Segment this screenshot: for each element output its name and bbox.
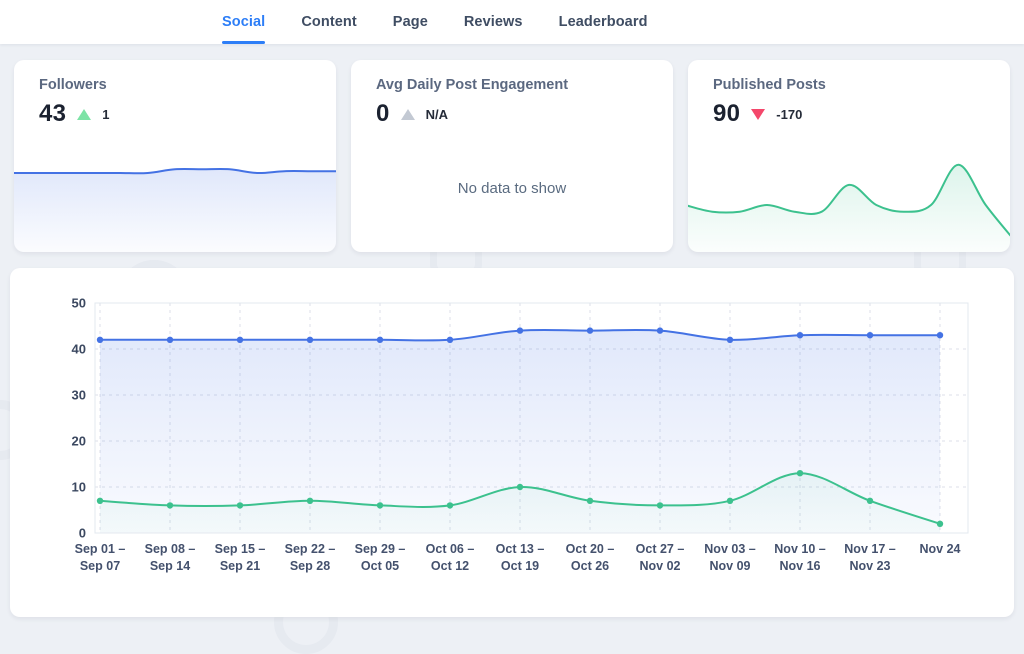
tab-reviews-label: Reviews (464, 14, 523, 30)
published-posts-card-header: Published Posts 90 -170 (688, 60, 1010, 128)
x-axis-label: Oct 12 (431, 559, 469, 573)
x-axis-label: Oct 26 (571, 559, 609, 573)
tab-bar: Social Content Page Reviews Leaderboard (222, 0, 648, 44)
data-point[interactable] (377, 337, 383, 343)
x-axis-label: Oct 27 – (636, 542, 685, 556)
data-point[interactable] (97, 337, 103, 343)
tab-social[interactable]: Social (222, 0, 265, 44)
main-chart-svg: 0 10 20 30 40 50 Sep 01 – Sep 07 Sep 08 – Sep 14 S… (10, 268, 1014, 617)
x-axis-label: Nov 03 – (704, 542, 755, 556)
followers-card-header: Followers 43 1 (14, 60, 336, 128)
data-point[interactable] (517, 484, 523, 490)
x-axis-label: Sep 14 (150, 559, 190, 573)
tab-reviews[interactable]: Reviews (464, 0, 523, 44)
x-axis-label: Oct 06 – (426, 542, 475, 556)
x-axis-label: Oct 20 – (566, 542, 615, 556)
data-point[interactable] (307, 498, 313, 504)
data-point[interactable] (237, 502, 243, 508)
tab-content[interactable]: Content (301, 0, 356, 44)
data-point[interactable] (657, 327, 663, 333)
data-point[interactable] (867, 332, 873, 338)
stat-cards-row: Followers 43 1 Avg Daily Post Engagement… (0, 44, 1024, 252)
tab-page[interactable]: Page (393, 0, 428, 44)
x-axis-label: Sep 28 (290, 559, 330, 573)
y-axis-label: 30 (72, 388, 86, 403)
data-point[interactable] (97, 498, 103, 504)
x-axis-label: Oct 13 – (496, 542, 545, 556)
engagement-card-title: Avg Daily Post Engagement (376, 77, 648, 93)
x-axis-label: Sep 01 – (75, 542, 126, 556)
delta-up-icon (77, 109, 91, 120)
x-axis-label: Sep 22 – (285, 542, 336, 556)
data-point[interactable] (797, 332, 803, 338)
data-point[interactable] (447, 502, 453, 508)
tab-leaderboard[interactable]: Leaderboard (559, 0, 648, 44)
engagement-value: 0 (376, 100, 390, 128)
x-axis-label: Sep 29 – (355, 542, 406, 556)
data-point[interactable] (167, 502, 173, 508)
x-axis-label: Nov 23 (850, 559, 891, 573)
x-axis-label: Oct 05 (361, 559, 399, 573)
followers-card[interactable]: Followers 43 1 (14, 60, 336, 252)
y-axis-label: 40 (72, 342, 86, 357)
published-posts-value: 90 (713, 100, 740, 128)
x-axis-label: Nov 10 – (774, 542, 825, 556)
data-point[interactable] (587, 327, 593, 333)
y-axis-label: 0 (79, 526, 86, 541)
data-point[interactable] (517, 327, 523, 333)
spark-followers-svg (14, 150, 336, 252)
published-posts-sparkline-chart (688, 150, 1010, 252)
trend-chart-card: 0 10 20 30 40 50 Sep 01 – Sep 07 Sep 08 – Sep 14 S… (10, 268, 1014, 617)
data-point[interactable] (237, 337, 243, 343)
x-axis-label: Nov 17 – (844, 542, 895, 556)
followers-delta: 1 (102, 107, 109, 122)
data-point[interactable] (727, 337, 733, 343)
engagement-card-header: Avg Daily Post Engagement 0 N/A (351, 60, 673, 128)
published-posts-card[interactable]: Published Posts 90 -170 (688, 60, 1010, 252)
data-point[interactable] (727, 498, 733, 504)
x-axis-label: Nov 16 (780, 559, 821, 573)
published-posts-card-title: Published Posts (713, 77, 985, 93)
tab-leaderboard-label: Leaderboard (559, 14, 648, 30)
y-axis-label: 50 (72, 296, 86, 311)
followers-sparkline-chart (14, 150, 336, 252)
data-point[interactable] (587, 498, 593, 504)
x-axis-label: Sep 15 – (215, 542, 266, 556)
delta-neutral-icon (401, 109, 415, 120)
y-axis-label: 20 (72, 434, 86, 449)
tab-content-label: Content (301, 14, 356, 30)
data-point[interactable] (867, 498, 873, 504)
x-axis-label: Nov 09 (710, 559, 751, 573)
data-point[interactable] (447, 337, 453, 343)
sparkline-area (688, 165, 1010, 252)
data-point[interactable] (167, 337, 173, 343)
sparkline-area (14, 169, 336, 252)
tab-social-label: Social (222, 14, 265, 30)
published-posts-delta: -170 (776, 107, 802, 122)
delta-down-icon (751, 109, 765, 120)
spark-posts-svg (688, 150, 1010, 252)
x-axis-label: Sep 07 (80, 559, 120, 573)
x-axis-label: Oct 19 (501, 559, 539, 573)
data-point[interactable] (377, 502, 383, 508)
active-tab-indicator (222, 41, 265, 45)
engagement-delta: N/A (426, 107, 448, 122)
followers-value: 43 (39, 100, 66, 128)
data-point[interactable] (797, 470, 803, 476)
engagement-card[interactable]: Avg Daily Post Engagement 0 N/A No data … (351, 60, 673, 252)
data-point[interactable] (937, 332, 943, 338)
x-axis-label: Sep 21 (220, 559, 260, 573)
data-point[interactable] (937, 521, 943, 527)
x-axis-label: Sep 08 – (145, 542, 196, 556)
data-point[interactable] (307, 337, 313, 343)
no-data-message: No data to show (351, 180, 673, 197)
tab-page-label: Page (393, 14, 428, 30)
trend-line-chart: 0 10 20 30 40 50 Sep 01 – Sep 07 Sep 08 – Sep 14 S… (10, 268, 1014, 617)
top-nav-bar: Social Content Page Reviews Leaderboard (0, 0, 1024, 44)
x-axis-label: Nov 24 (920, 542, 961, 556)
data-point[interactable] (657, 502, 663, 508)
x-axis-label: Nov 02 (640, 559, 681, 573)
y-axis-label: 10 (72, 480, 86, 495)
followers-card-title: Followers (39, 77, 311, 93)
